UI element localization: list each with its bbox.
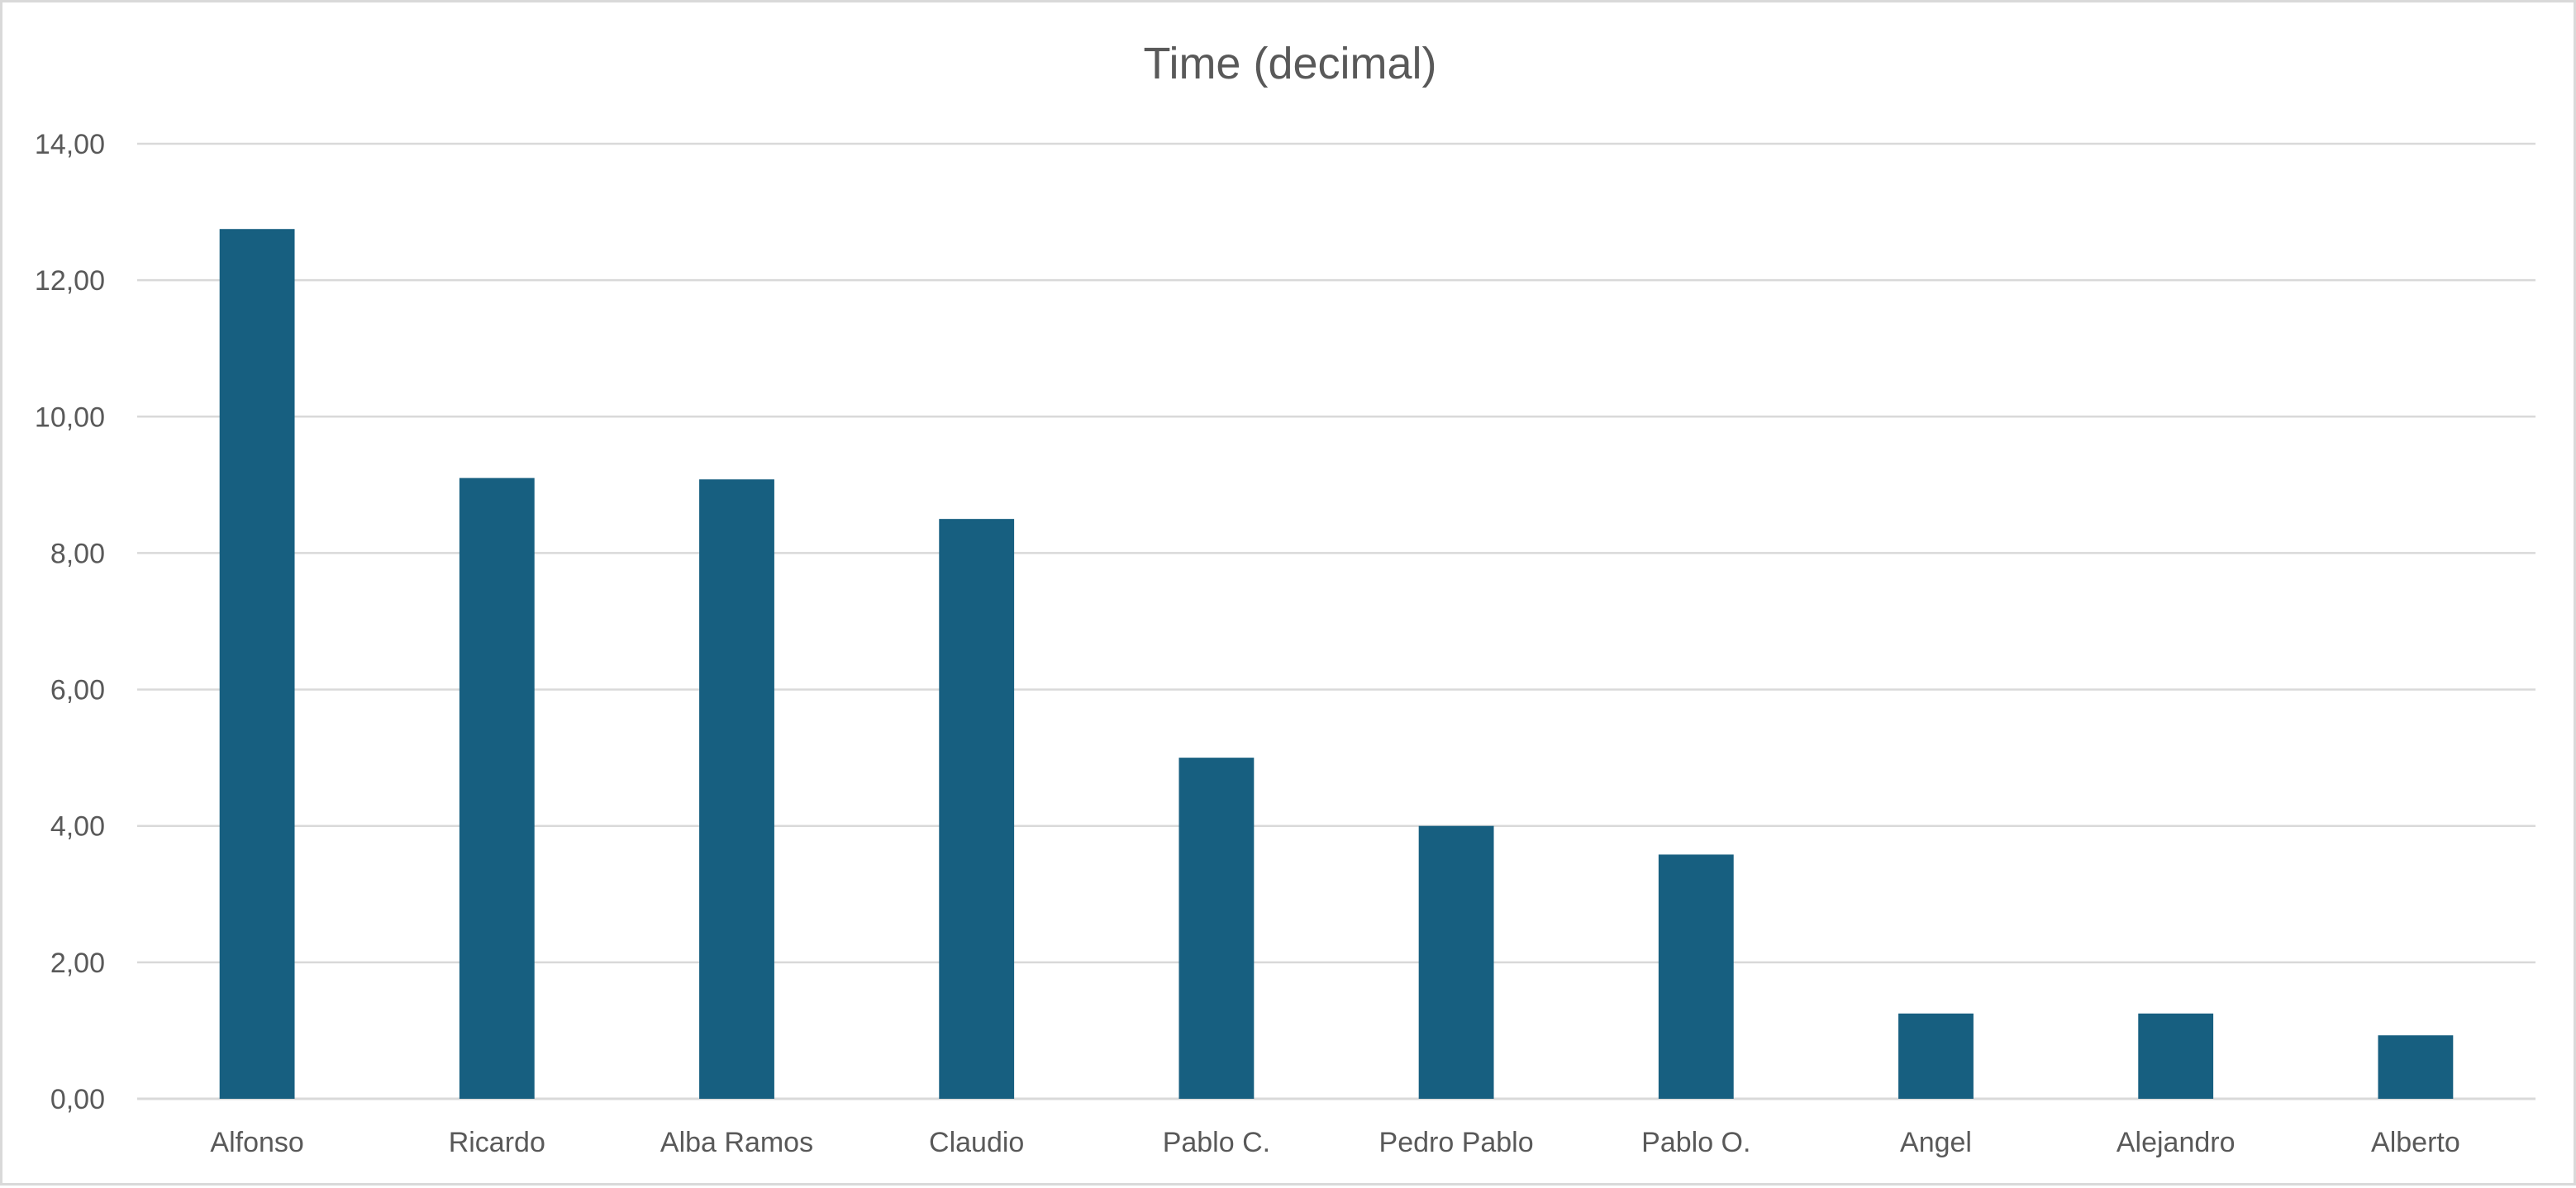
chart-title: Time (decimal) (1143, 39, 1436, 88)
bar (699, 479, 774, 1099)
x-tick-label: Pablo O. (1641, 1127, 1750, 1158)
y-tick-label: 2,00 (50, 948, 105, 979)
x-tick-label: Angel (1900, 1127, 1972, 1158)
x-axis-tick-labels: Alfonso Ricardo Alba Ramos Claudio Pablo C. P… (210, 1127, 2459, 1158)
x-tick-label: Alejandro (2117, 1127, 2236, 1158)
y-axis-tick-labels: 0,00 2,00 4,00 6,00 8,00 10,00 12,00 14,00 (35, 129, 105, 1115)
x-tick-label: Pablo C. (1163, 1127, 1270, 1158)
x-tick-label: Claudio (929, 1127, 1024, 1158)
bar (1898, 1013, 1974, 1099)
bar (939, 519, 1015, 1099)
bars (219, 229, 2454, 1099)
bar (459, 478, 535, 1099)
x-tick-label: Alfonso (210, 1127, 303, 1158)
bar (2378, 1035, 2454, 1099)
y-tick-label: 0,00 (50, 1084, 105, 1115)
bar (219, 229, 295, 1099)
x-tick-label: Alberto (2371, 1127, 2460, 1158)
gridlines (137, 142, 2536, 1100)
x-tick-label: Alba Ramos (660, 1127, 813, 1158)
bar (1178, 758, 1255, 1099)
y-tick-label: 4,00 (50, 811, 105, 843)
y-tick-label: 12,00 (35, 265, 105, 297)
y-tick-label: 8,00 (50, 538, 105, 569)
y-tick-label: 14,00 (35, 129, 105, 160)
bar (2138, 1013, 2214, 1099)
y-tick-label: 6,00 (50, 675, 105, 706)
y-tick-label: 10,00 (35, 402, 105, 433)
bar (1418, 825, 1494, 1099)
x-tick-label: Pedro Pablo (1379, 1127, 1534, 1158)
x-tick-label: Ricardo (449, 1127, 545, 1158)
bar (1658, 854, 1734, 1099)
